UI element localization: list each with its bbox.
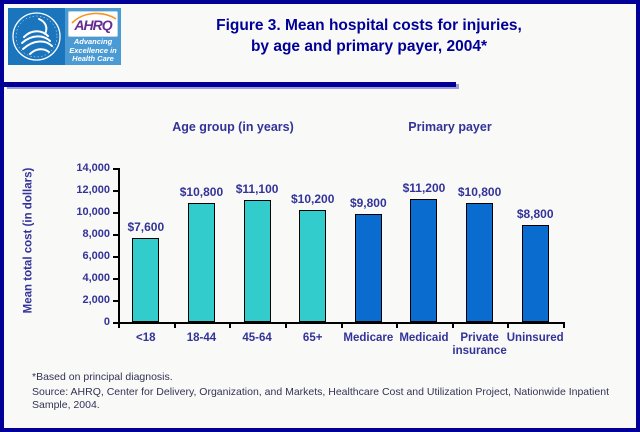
y-tick-label: 10,000 — [76, 206, 110, 218]
y-tick-label: 4,000 — [82, 272, 110, 284]
group-header-age: Age group (in years) — [172, 120, 294, 134]
x-axis-tick — [173, 322, 176, 328]
bar — [299, 209, 327, 322]
x-tick-label: Uninsured — [506, 332, 564, 344]
y-tick-label: 2,000 — [82, 294, 110, 306]
y-axis-tick — [113, 168, 118, 170]
bar-value-label: $10,800 — [179, 185, 224, 200]
footnotes: *Based on principal diagnosis. Source: A… — [32, 371, 612, 413]
x-tick-label: Medicaid — [399, 332, 449, 344]
bar — [243, 199, 271, 322]
bar — [354, 214, 382, 322]
ahrq-wordmark: AHRQ — [68, 11, 118, 37]
x-axis-tick — [507, 322, 510, 328]
y-axis-tick — [113, 234, 118, 236]
y-axis-line — [118, 168, 120, 324]
y-axis-tick — [113, 278, 118, 280]
x-axis-tick — [451, 322, 454, 328]
footnote-source: Source: AHRQ, Center for Delivery, Organ… — [32, 385, 609, 412]
bar — [132, 238, 160, 322]
figure-title-line1: Figure 3. Mean hospital costs for injuri… — [216, 17, 522, 34]
ahrq-rainbow-arc-icon — [71, 12, 117, 24]
x-axis-tick — [340, 322, 343, 328]
y-axis-tick — [113, 190, 118, 192]
x-axis-tick — [563, 322, 565, 328]
y-axis-tick — [113, 256, 118, 258]
bar — [466, 203, 494, 322]
bar-value-label: $9,800 — [349, 196, 387, 211]
y-axis-tick — [113, 300, 118, 302]
x-axis-tick — [284, 322, 287, 328]
y-axis-tick — [113, 212, 118, 214]
y-tick-label: 12,000 — [76, 184, 110, 196]
x-tick-label: Medicare — [343, 332, 394, 344]
x-axis-tick — [229, 322, 232, 328]
bar — [410, 198, 438, 322]
y-axis-tick — [113, 322, 118, 324]
ahrq-hhs-logo: AHRQ Advancing Excellence in Health Care — [8, 8, 121, 65]
y-tick-label: 6,000 — [82, 250, 110, 262]
bar-value-label: $8,800 — [516, 207, 554, 222]
ahrq-logo: AHRQ Advancing Excellence in Health Care — [65, 8, 121, 65]
x-tick-label: <18 — [136, 332, 156, 344]
bar-chart: 0 2,000 4,000 6,000 8,000 10,000 12,000 14,000 $… — [4, 4, 636, 428]
ahrq-acronym: AHRQ — [74, 17, 112, 33]
figure-title-line2: by age and primary payer, 2004* — [250, 38, 488, 55]
bar-value-label: $10,800 — [457, 185, 502, 200]
bar-value-label: $11,200 — [402, 180, 446, 195]
hhs-eagle-logo-icon — [8, 8, 65, 65]
ahrq-tagline: Advancing Excellence in Health Care — [69, 37, 117, 63]
bar — [521, 225, 549, 322]
figure-title: Figure 3. Mean hospital costs for injuri… — [174, 15, 564, 57]
x-tick-label: Private insurance — [452, 332, 507, 357]
x-tick-label: 45-64 — [242, 332, 272, 344]
bar-value-label: $10,200 — [290, 191, 335, 206]
x-tick-label: 18-44 — [186, 332, 217, 344]
group-header-payer: Primary payer — [408, 120, 492, 134]
y-tick-label: 8,000 — [82, 228, 110, 240]
x-tick-label: 65+ — [302, 332, 323, 344]
bar-value-label: $7,600 — [127, 220, 165, 235]
bar — [187, 203, 215, 322]
y-tick-label: 14,000 — [76, 162, 110, 174]
x-axis-tick — [396, 322, 399, 328]
footnote-diagnosis: *Based on principal diagnosis. — [32, 371, 173, 383]
x-axis-tick — [118, 322, 120, 328]
bar-value-label: $11,100 — [235, 181, 279, 196]
header-divider-rule — [4, 82, 456, 87]
y-tick-label: 0 — [103, 316, 110, 328]
